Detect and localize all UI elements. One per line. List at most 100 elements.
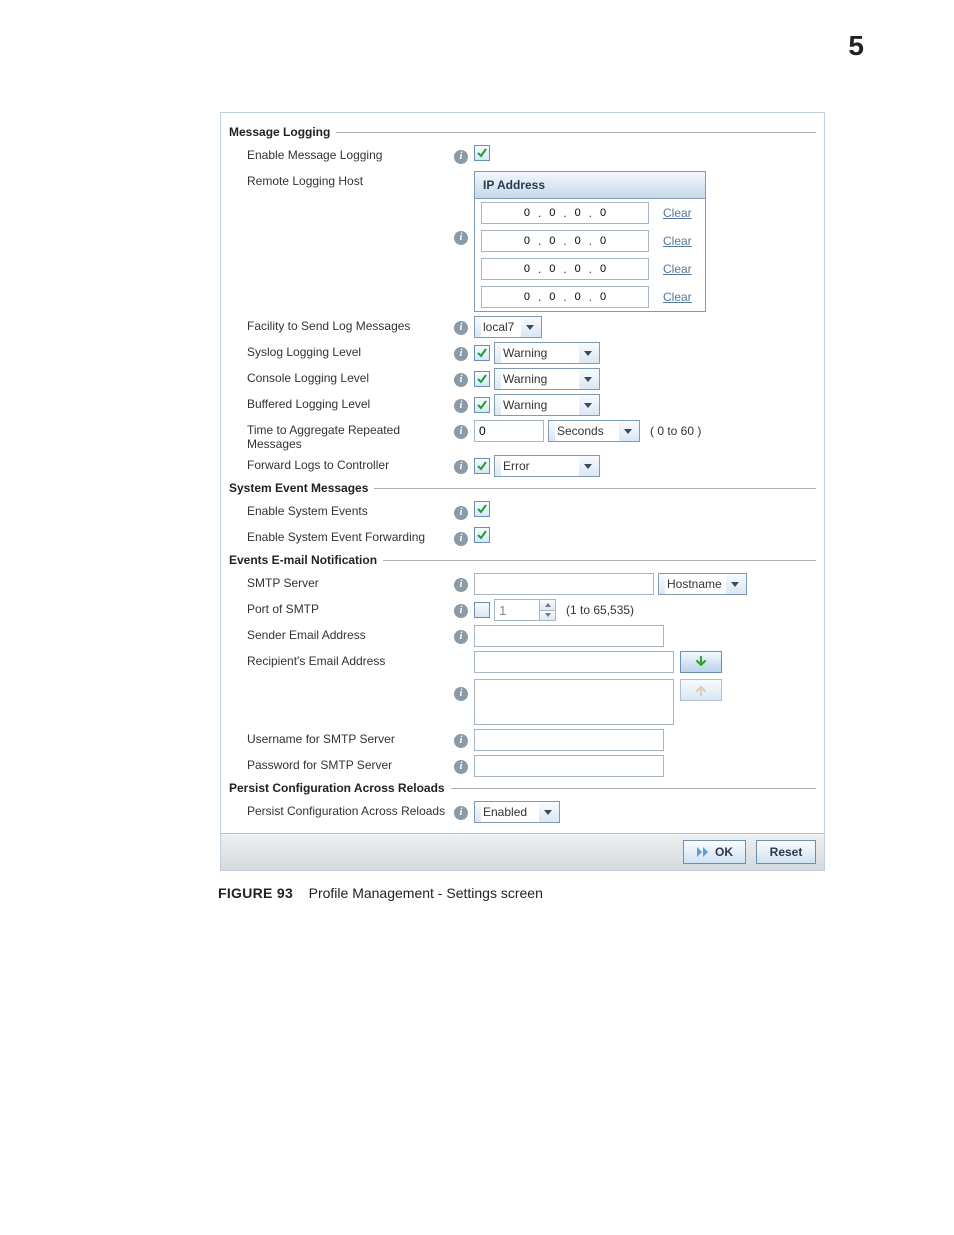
add-recipient-button[interactable] (680, 651, 722, 673)
facility-select[interactable]: local7 (474, 316, 542, 338)
facility-value: local7 (481, 317, 521, 337)
info-icon[interactable]: i (454, 630, 468, 644)
info-icon[interactable]: i (454, 578, 468, 592)
aggregate-unit-select[interactable]: Seconds (548, 420, 640, 442)
info-icon[interactable]: i (454, 150, 468, 164)
forward-select[interactable]: Error (494, 455, 600, 477)
ip-octet[interactable] (517, 207, 537, 219)
clear-link[interactable]: Clear (663, 234, 699, 248)
ip-octet[interactable] (568, 235, 588, 247)
info-icon[interactable]: i (454, 687, 468, 701)
aggregate-input[interactable] (474, 420, 544, 442)
clear-link[interactable]: Clear (663, 206, 699, 220)
row-enable-event-forwarding: Enable System Event Forwarding i (229, 527, 816, 549)
enable-system-events-checkbox[interactable] (474, 501, 490, 517)
smtp-server-input[interactable] (474, 573, 654, 595)
row-buffered-level: Buffered Logging Level i Warning (229, 394, 816, 416)
row-syslog-level: Syslog Logging Level i Warning (229, 342, 816, 364)
clear-link[interactable]: Clear (663, 290, 699, 304)
syslog-select[interactable]: Warning (494, 342, 600, 364)
info-icon[interactable]: i (454, 604, 468, 618)
enable-event-forwarding-checkbox[interactable] (474, 527, 490, 543)
ok-button[interactable]: OK (683, 840, 746, 864)
console-level-label: Console Logging Level (229, 368, 454, 385)
row-smtp-username: Username for SMTP Server i (229, 729, 816, 751)
ip-octet[interactable] (542, 235, 562, 247)
info-icon[interactable]: i (454, 321, 468, 335)
forward-logs-label: Forward Logs to Controller (229, 455, 454, 472)
settings-panel: Message Logging Enable Message Logging i… (220, 112, 825, 871)
section-divider (451, 788, 816, 789)
info-icon[interactable]: i (454, 373, 468, 387)
section-title-text: Events E-mail Notification (229, 553, 377, 567)
ip-input-1[interactable]: . . . (481, 230, 649, 252)
row-recipient-email: Recipient's Email Address i (229, 651, 816, 725)
page-number: 5 (0, 0, 954, 82)
row-smtp-port: Port of SMTP i (1 to 65,535) (229, 599, 816, 621)
recipient-list[interactable] (474, 679, 674, 725)
smtp-port-checkbox[interactable] (474, 602, 490, 618)
enable-message-logging-checkbox[interactable] (474, 145, 490, 161)
sender-email-input[interactable] (474, 625, 664, 647)
info-icon[interactable]: i (454, 460, 468, 474)
ip-octet[interactable] (542, 263, 562, 275)
persist-config-select[interactable]: Enabled (474, 801, 560, 823)
info-icon[interactable]: i (454, 734, 468, 748)
row-smtp-server: SMTP Server i Hostname (229, 573, 816, 595)
remote-logging-host-label: Remote Logging Host (229, 171, 454, 188)
ip-octet[interactable] (568, 263, 588, 275)
enable-event-forwarding-label: Enable System Event Forwarding (229, 527, 454, 544)
triangle-up-icon (545, 603, 551, 607)
ip-input-0[interactable]: . . . (481, 202, 649, 224)
arrow-up-icon (694, 683, 708, 697)
ip-octet[interactable] (517, 235, 537, 247)
info-icon[interactable]: i (454, 231, 468, 245)
smtp-password-label: Password for SMTP Server (229, 755, 454, 772)
smtp-server-type-select[interactable]: Hostname (658, 573, 747, 595)
forward-checkbox[interactable] (474, 458, 490, 474)
smtp-port-input[interactable] (495, 600, 539, 620)
console-select[interactable]: Warning (494, 368, 600, 390)
buffered-checkbox[interactable] (474, 397, 490, 413)
info-icon[interactable]: i (454, 506, 468, 520)
ip-octet[interactable] (593, 263, 613, 275)
info-icon[interactable]: i (454, 532, 468, 546)
chevron-down-icon (579, 343, 597, 363)
console-checkbox[interactable] (474, 371, 490, 387)
reset-button[interactable]: Reset (756, 840, 816, 864)
ip-octet[interactable] (517, 291, 537, 303)
info-icon[interactable]: i (454, 399, 468, 413)
info-icon[interactable]: i (454, 347, 468, 361)
arrow-down-icon (694, 655, 708, 669)
clear-link[interactable]: Clear (663, 262, 699, 276)
ip-row-2: . . . Clear (475, 255, 705, 283)
row-smtp-password: Password for SMTP Server i (229, 755, 816, 777)
ip-input-2[interactable]: . . . (481, 258, 649, 280)
spinner-down-button[interactable] (540, 611, 555, 621)
ip-octet[interactable] (593, 291, 613, 303)
ip-octet[interactable] (542, 291, 562, 303)
ip-input-3[interactable]: . . . (481, 286, 649, 308)
ip-octet[interactable] (568, 207, 588, 219)
chevron-down-icon (579, 369, 597, 389)
ip-octet[interactable] (593, 207, 613, 219)
syslog-checkbox[interactable] (474, 345, 490, 361)
smtp-server-type-value: Hostname (665, 574, 726, 594)
remove-recipient-button[interactable] (680, 679, 722, 701)
info-icon[interactable]: i (454, 806, 468, 820)
buffered-select[interactable]: Warning (494, 394, 600, 416)
ip-octet[interactable] (568, 291, 588, 303)
smtp-port-spinner[interactable] (494, 599, 556, 621)
row-enable-message-logging: Enable Message Logging i (229, 145, 816, 167)
ip-octet[interactable] (542, 207, 562, 219)
smtp-username-input[interactable] (474, 729, 664, 751)
smtp-password-input[interactable] (474, 755, 664, 777)
ip-octet[interactable] (593, 235, 613, 247)
row-remote-logging-host: Remote Logging Host i IP Address . . . C… (229, 171, 816, 312)
spinner-up-button[interactable] (540, 600, 555, 611)
triangle-down-icon (545, 613, 551, 617)
info-icon[interactable]: i (454, 760, 468, 774)
info-icon[interactable]: i (454, 425, 468, 439)
recipient-email-input[interactable] (474, 651, 674, 673)
ip-octet[interactable] (517, 263, 537, 275)
